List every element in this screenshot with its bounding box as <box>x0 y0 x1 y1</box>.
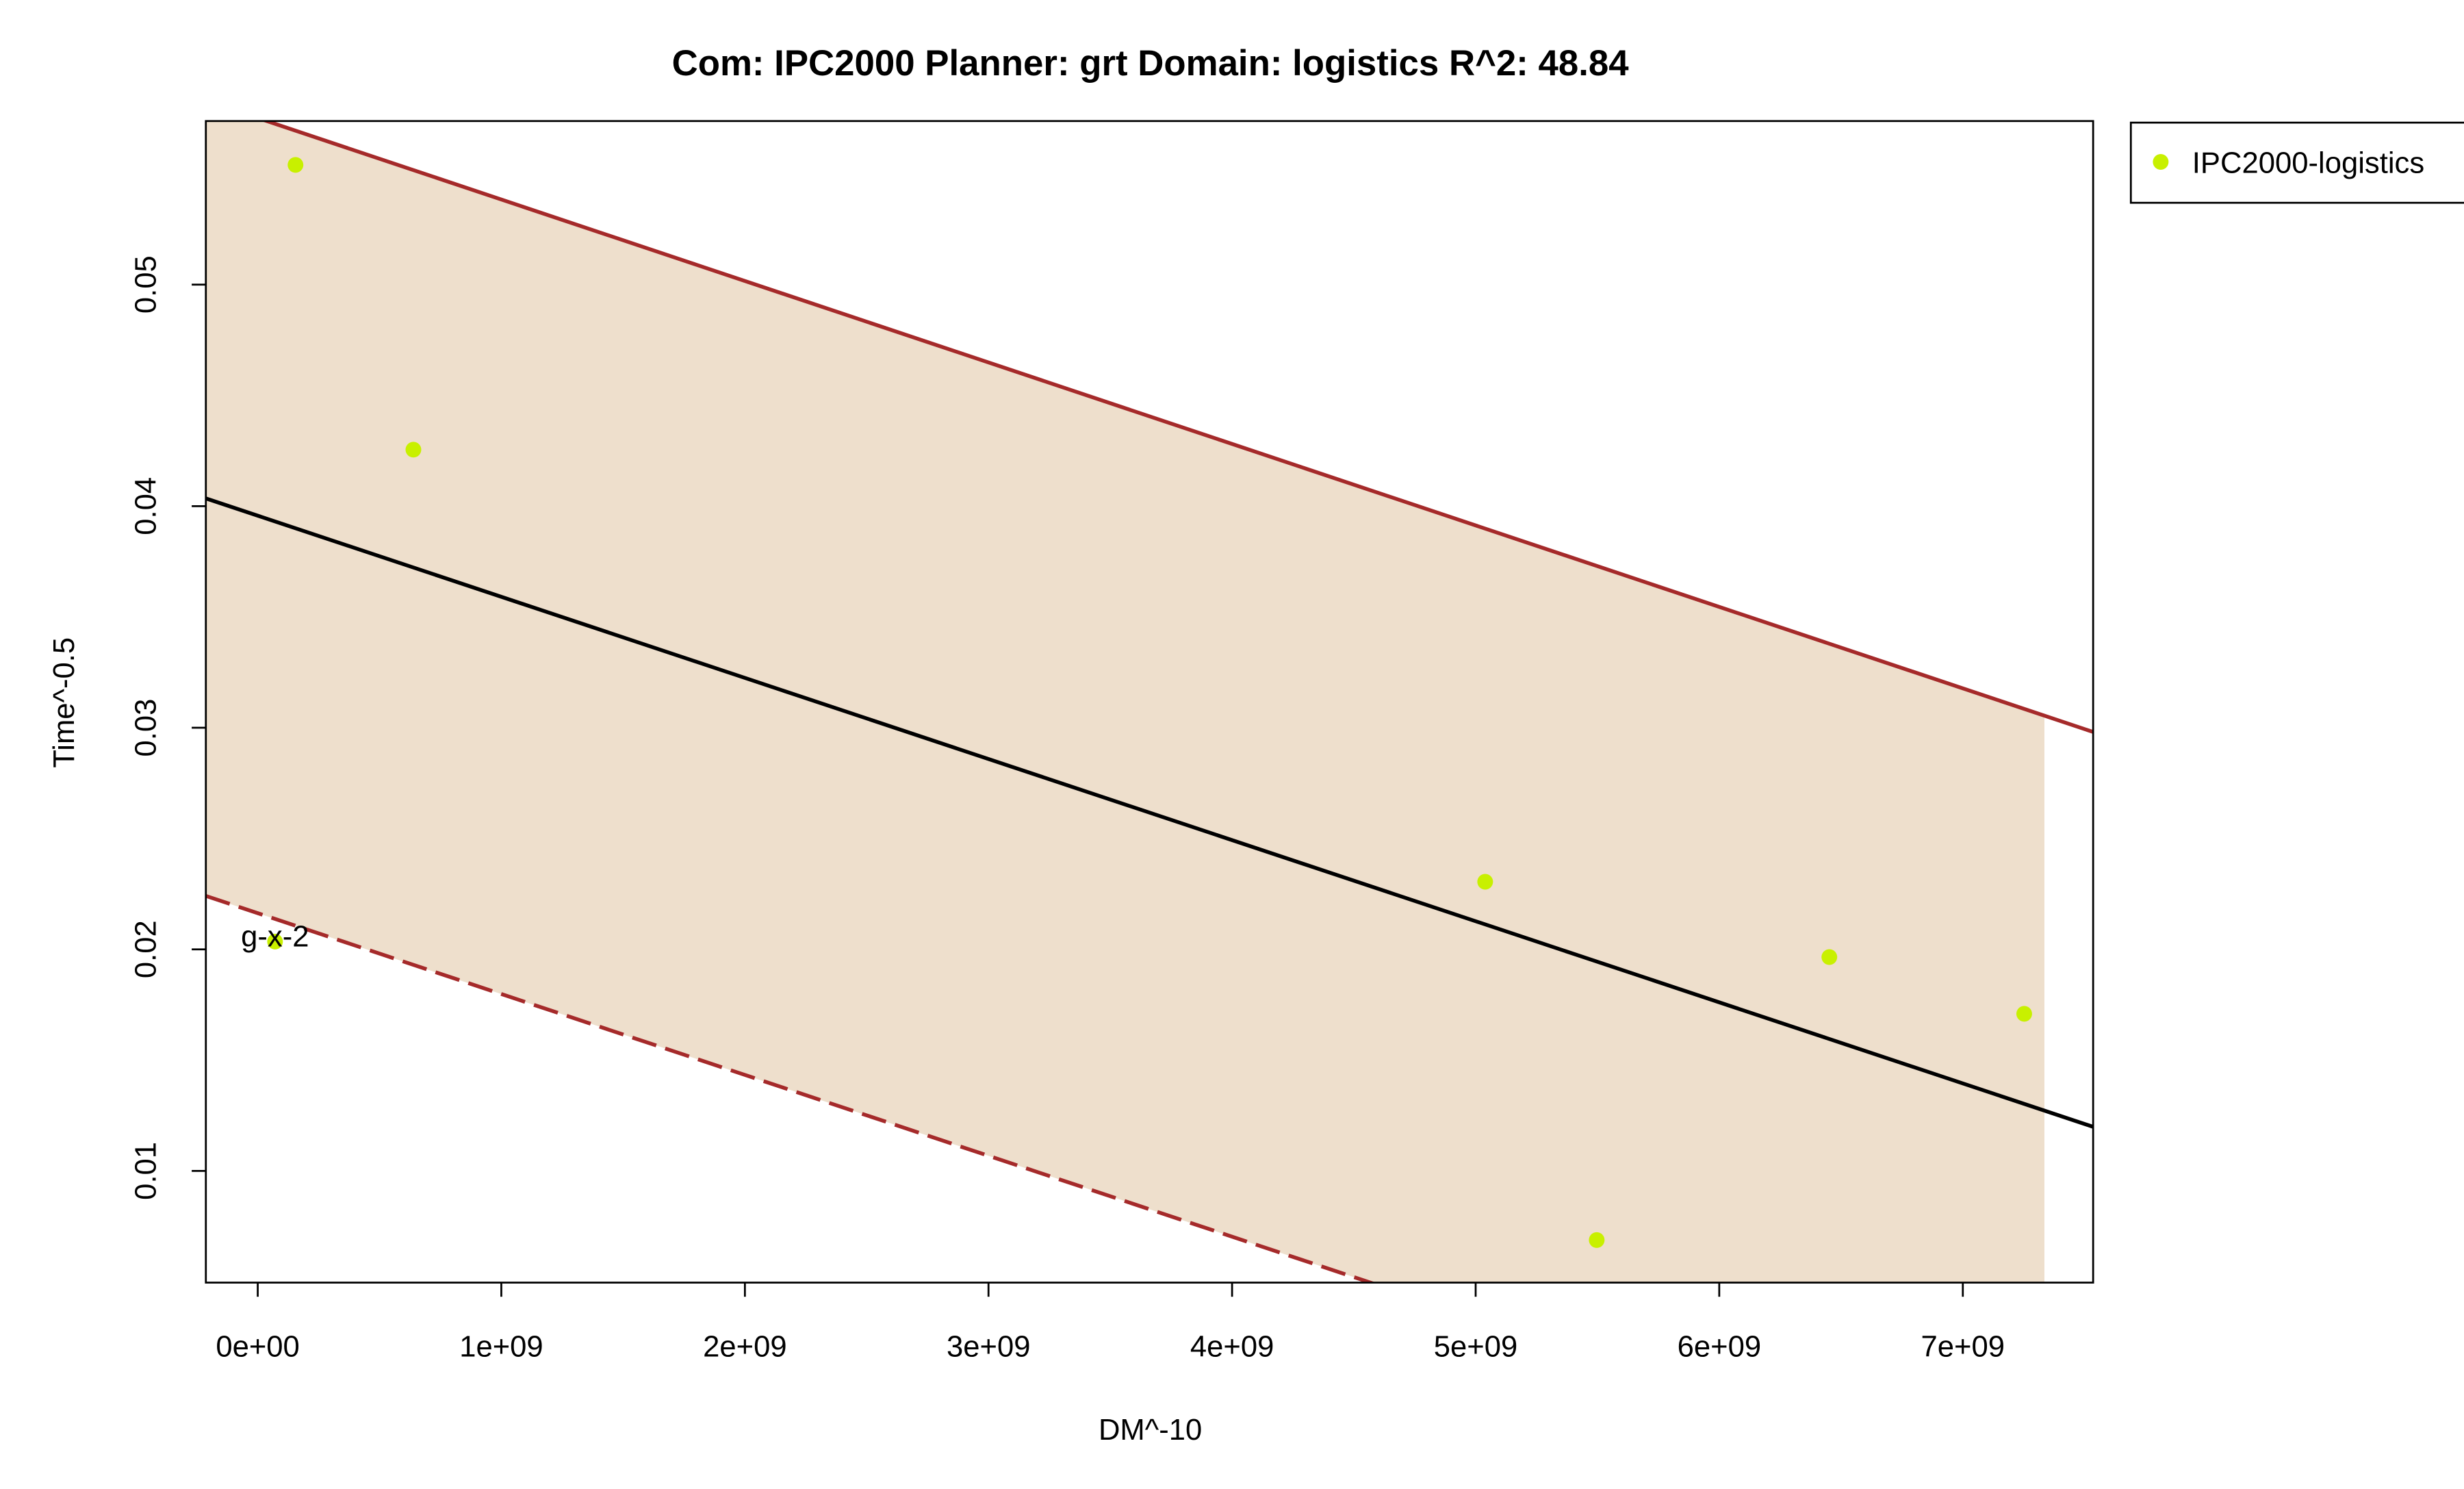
plot-frame <box>205 120 2094 1284</box>
prediction-band <box>205 120 2044 1283</box>
data-point <box>267 933 283 950</box>
y-tick-label: 0.04 <box>129 477 162 535</box>
x-tick-label: 3e+09 <box>947 1330 1030 1363</box>
y-tick-label: 0.01 <box>129 1142 162 1200</box>
legend-box <box>2129 121 2464 204</box>
x-tick-label: 4e+09 <box>1190 1330 1274 1363</box>
annotation: g-x-2 <box>241 920 309 953</box>
band-layer <box>205 120 2044 1283</box>
chart-title: Com: IPC2000 Planner: grt Domain: logist… <box>672 43 1630 84</box>
y-tick-label: 0.02 <box>129 920 162 978</box>
x-tick-label: 5e+09 <box>1434 1330 1517 1363</box>
y-tick-label: 0.03 <box>129 699 162 757</box>
x-tick-label: 1e+09 <box>459 1330 543 1363</box>
x-tick-label: 6e+09 <box>1678 1330 1761 1363</box>
x-tick-label: 0e+00 <box>216 1330 299 1363</box>
x-axis-label: DM^-10 <box>1099 1414 1202 1447</box>
data-point <box>1477 874 1493 890</box>
data-point <box>405 442 422 458</box>
lower-interval-line <box>205 894 1376 1283</box>
data-point <box>2016 1006 2032 1022</box>
legend-marker <box>2153 154 2169 170</box>
upper-interval-line <box>261 120 2094 734</box>
data-point <box>1589 1232 1605 1248</box>
legend-label: IPC2000-logistics <box>2192 147 2424 180</box>
x-tick-label: 2e+09 <box>703 1330 786 1363</box>
data-point <box>1821 949 1838 965</box>
x-tick-label: 7e+09 <box>1921 1330 2005 1363</box>
line-layer <box>205 120 2094 1283</box>
y-tick-label: 0.05 <box>129 255 162 314</box>
y-axis-label: Time^-0.5 <box>48 637 81 768</box>
fit-line <box>205 496 2094 1129</box>
data-point <box>287 157 304 173</box>
